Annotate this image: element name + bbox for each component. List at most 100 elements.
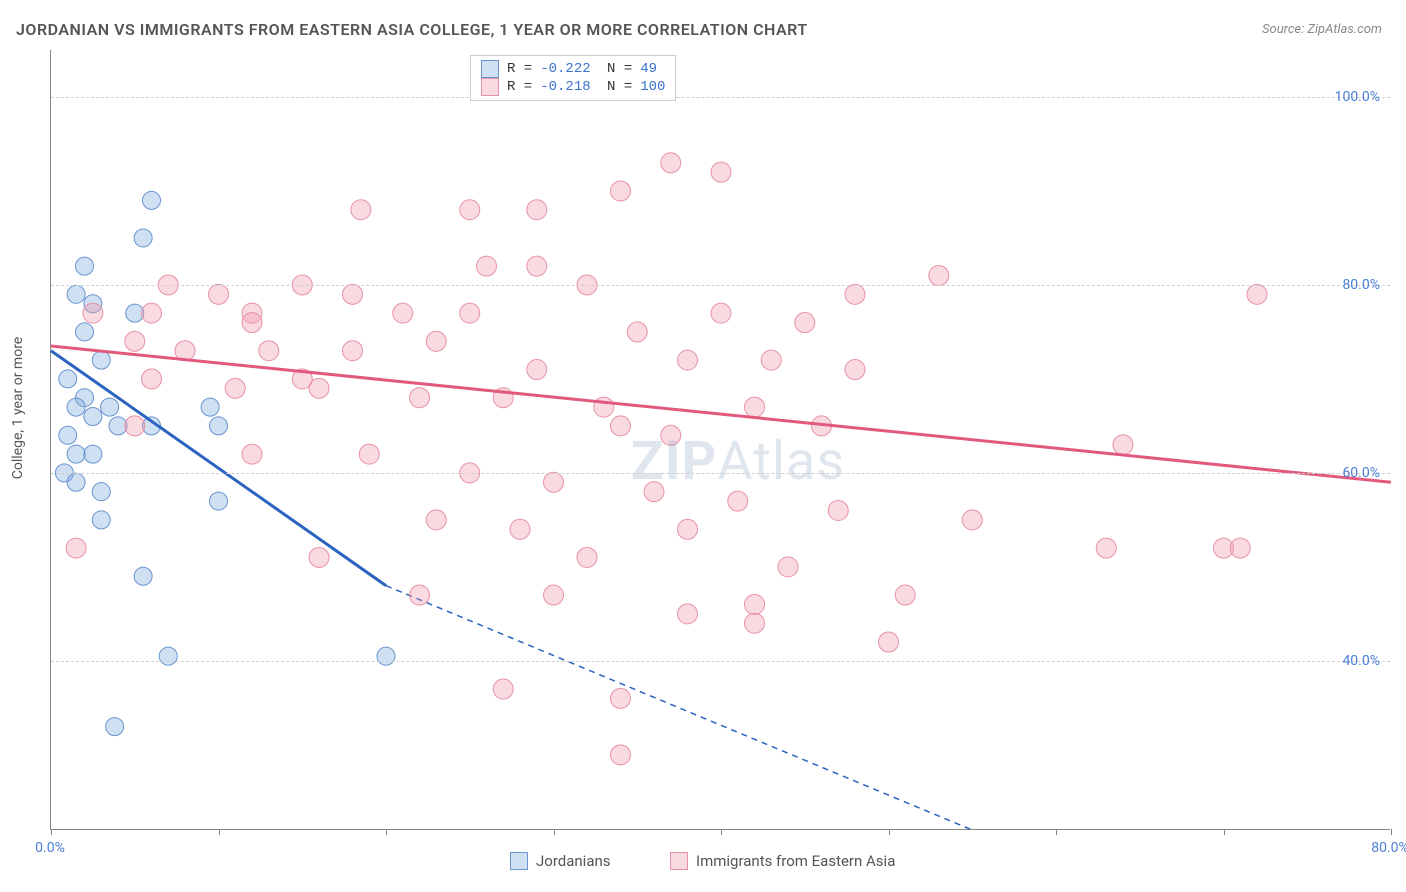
scatter-point: [661, 153, 681, 173]
scatter-point: [101, 398, 119, 416]
gridline: [51, 97, 1390, 98]
ytick-label: 60.0%: [1342, 465, 1380, 481]
scatter-point: [351, 200, 371, 220]
scatter-point: [59, 370, 77, 388]
scatter-point: [67, 445, 85, 463]
scatter-point: [460, 303, 480, 323]
gridline: [51, 285, 1390, 286]
scatter-point: [678, 350, 698, 370]
scatter-point: [134, 567, 152, 585]
scatter-point: [611, 745, 631, 765]
scatter-point: [962, 510, 982, 530]
scatter-point: [828, 500, 848, 520]
legend-series-1: Jordanians: [510, 852, 611, 870]
legend-label-1: Jordanians: [536, 852, 611, 870]
scatter-point: [1247, 284, 1267, 304]
scatter-point: [209, 284, 229, 304]
scatter-point: [544, 585, 564, 605]
scatter-point: [67, 473, 85, 491]
scatter-point: [66, 538, 86, 558]
trend-line: [51, 351, 386, 586]
scatter-point: [59, 426, 77, 444]
xtick-mark: [386, 829, 387, 835]
scatter-point: [678, 519, 698, 539]
scatter-point: [611, 416, 631, 436]
plot-area: ZIPAtlas 40.0%60.0%80.0%100.0%: [50, 50, 1390, 830]
scatter-point: [343, 284, 363, 304]
scatter-point: [493, 679, 513, 699]
scatter-point: [426, 510, 446, 530]
scatter-point: [106, 718, 124, 736]
r-label: R =: [507, 79, 532, 95]
scatter-point: [1230, 538, 1250, 558]
scatter-point: [201, 398, 219, 416]
scatter-point: [159, 647, 177, 665]
scatter-point: [544, 472, 564, 492]
scatter-point: [611, 181, 631, 201]
scatter-point: [92, 351, 110, 369]
scatter-point: [134, 229, 152, 247]
xtick-mark: [721, 829, 722, 835]
scatter-point: [678, 604, 698, 624]
scatter-point: [745, 613, 765, 633]
scatter-point: [711, 303, 731, 323]
scatter-point: [84, 408, 102, 426]
source-label: Source: ZipAtlas.com: [1262, 22, 1382, 37]
xtick-mark: [1056, 829, 1057, 835]
scatter-point: [142, 369, 162, 389]
scatter-point: [92, 483, 110, 501]
scatter-point: [510, 519, 530, 539]
scatter-point: [527, 200, 547, 220]
scatter-point: [879, 632, 899, 652]
swatch-blue: [481, 60, 499, 78]
scatter-point: [67, 398, 85, 416]
scatter-point: [410, 388, 430, 408]
y-axis-label: College, 1 year or more: [10, 337, 26, 479]
scatter-point: [611, 688, 631, 708]
ytick-label: 80.0%: [1342, 277, 1380, 293]
scatter-point: [477, 256, 497, 276]
scatter-point: [895, 585, 915, 605]
ytick-label: 40.0%: [1342, 653, 1380, 669]
n-label: N =: [599, 61, 633, 77]
scatter-point: [795, 313, 815, 333]
xtick-mark: [889, 829, 890, 835]
scatter-point: [929, 266, 949, 286]
scatter-point: [67, 285, 85, 303]
scatter-point: [359, 444, 379, 464]
scatter-point: [343, 341, 363, 361]
scatter-point: [92, 511, 110, 529]
scatter-point: [527, 256, 547, 276]
scatter-point: [845, 360, 865, 380]
scatter-point: [1113, 435, 1133, 455]
scatter-point: [125, 416, 145, 436]
scatter-point: [76, 323, 94, 341]
xtick-max: 80.0%: [1371, 840, 1406, 856]
scatter-point: [577, 547, 597, 567]
legend-row-jordanians: R = -0.222 N = 49: [481, 60, 665, 78]
n-value-2: 100: [640, 79, 665, 95]
swatch-pink: [481, 78, 499, 96]
scatter-point: [393, 303, 413, 323]
scatter-point: [644, 482, 664, 502]
gridline: [51, 661, 1390, 662]
scatter-point: [661, 425, 681, 445]
chart-title: JORDANIAN VS IMMIGRANTS FROM EASTERN ASI…: [16, 20, 808, 39]
scatter-point: [259, 341, 279, 361]
swatch-blue-icon: [510, 852, 528, 870]
scatter-point: [83, 303, 103, 323]
scatter-point: [143, 191, 161, 209]
scatter-point: [125, 331, 145, 351]
scatter-point: [778, 557, 798, 577]
swatch-pink-icon: [670, 852, 688, 870]
scatter-point: [309, 547, 329, 567]
scatter-point: [242, 444, 262, 464]
scatter-point: [377, 647, 395, 665]
scatter-point: [225, 378, 245, 398]
scatter-point: [84, 445, 102, 463]
scatter-point: [460, 200, 480, 220]
scatter-point: [76, 257, 94, 275]
scatter-point: [527, 360, 547, 380]
n-label: N =: [599, 79, 633, 95]
scatter-point: [426, 331, 446, 351]
